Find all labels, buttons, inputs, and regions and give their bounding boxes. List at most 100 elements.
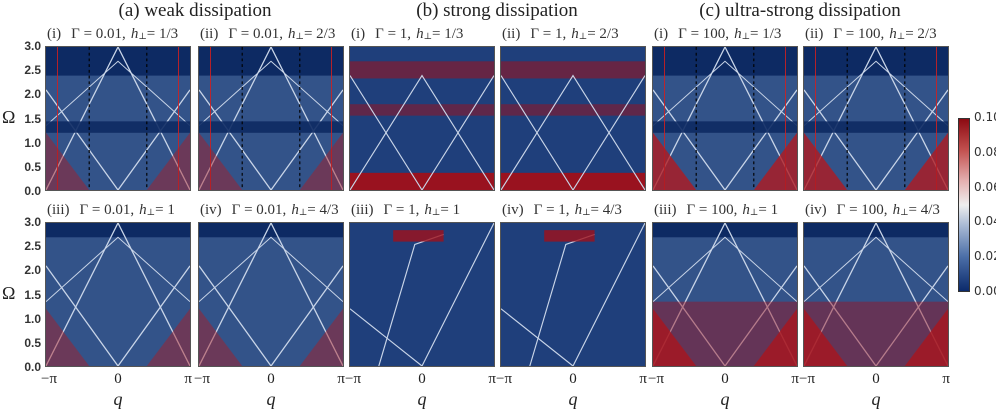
dispersion-curve bbox=[804, 60, 948, 127]
group-title: (a) weak dissipation bbox=[118, 0, 272, 21]
gamma-label: Γ = 100, bbox=[686, 202, 738, 218]
h-value: = 1/3 bbox=[146, 26, 179, 42]
x-tick-label: 0 bbox=[267, 371, 275, 387]
heatmap-fill bbox=[501, 223, 645, 366]
heatmap-panel bbox=[45, 46, 191, 191]
y-tick-label: 1.0 bbox=[24, 135, 41, 150]
y-tick-label: 1.5 bbox=[24, 111, 41, 126]
panel-index: (ii) bbox=[200, 26, 219, 42]
dispersion-curve bbox=[501, 74, 645, 190]
x-tick-label: −π bbox=[496, 371, 513, 387]
heatmap-panel bbox=[803, 46, 949, 191]
colorbar-tick-label: 0.04 bbox=[974, 214, 996, 229]
h-value: = 1 bbox=[440, 202, 461, 218]
colorbar-tick-label: 0.06 bbox=[974, 179, 996, 194]
dispersion-curve bbox=[501, 75, 645, 190]
group-title: (b) strong dissipation bbox=[416, 0, 578, 21]
colorbar-tick-label: 0.02 bbox=[974, 249, 996, 264]
heatmap-red-band bbox=[350, 61, 494, 79]
colorbar-tick-label: 0.10 bbox=[974, 110, 996, 124]
red-region bbox=[804, 308, 848, 366]
h-value: = 4/3 bbox=[307, 202, 339, 218]
heatmap-svg bbox=[199, 47, 343, 190]
heatmap-gap bbox=[199, 121, 343, 133]
h-value: = 4/3 bbox=[908, 202, 940, 218]
dispersion-curve bbox=[653, 223, 797, 366]
dispersion-curve bbox=[199, 236, 343, 303]
h-value: = 4/3 bbox=[590, 202, 622, 218]
x-tick-label: π bbox=[337, 371, 345, 387]
h-symbol: h bbox=[130, 26, 139, 42]
x-axis-label: q bbox=[568, 389, 578, 409]
h-subscript: ⊥ bbox=[295, 31, 304, 41]
heatmap-panel bbox=[500, 222, 646, 367]
heatmap-gap bbox=[653, 121, 797, 133]
panel-index: (iii) bbox=[351, 202, 374, 218]
dispersion-curve bbox=[350, 75, 494, 190]
h-value: = 2/3 bbox=[905, 26, 937, 42]
gamma-label: Γ = 1, bbox=[375, 26, 412, 42]
panel-index: (i) bbox=[351, 26, 366, 42]
y-tick-label: 1.5 bbox=[24, 287, 41, 302]
panel-label: (iv) Γ = 100, h⊥= 4/3 bbox=[805, 202, 940, 219]
dispersion-curve bbox=[199, 265, 343, 366]
heatmap-gap bbox=[804, 121, 948, 133]
gamma-label: Γ = 1, bbox=[533, 202, 570, 218]
y-axis-label: Ω bbox=[2, 106, 16, 127]
heatmap-svg bbox=[46, 223, 190, 366]
heatmap-panel bbox=[198, 46, 344, 191]
x-tick-label: π bbox=[639, 371, 647, 387]
h-subscript: ⊥ bbox=[138, 31, 147, 41]
dispersion-curve bbox=[804, 236, 948, 303]
heatmap-red-band bbox=[393, 230, 444, 242]
dispersion-curve bbox=[199, 47, 343, 190]
x-tick-label: −π bbox=[799, 371, 816, 387]
x-tick-label: π bbox=[184, 371, 192, 387]
h-symbol: h bbox=[571, 26, 579, 42]
heatmap-gap bbox=[46, 121, 190, 133]
dispersion-curve bbox=[804, 223, 948, 366]
gamma-label: Γ = 0.01, bbox=[71, 26, 126, 42]
heatmap-panel bbox=[652, 46, 798, 191]
gamma-label: Γ = 100, bbox=[833, 26, 885, 42]
heatmap-svg bbox=[350, 223, 494, 366]
panel-label: (iv) Γ = 0.01, h⊥= 4/3 bbox=[200, 202, 339, 219]
panel-index: (ii) bbox=[502, 26, 521, 42]
x-tick-label: 0 bbox=[418, 371, 426, 387]
x-tick-label: −π bbox=[648, 371, 665, 387]
red-region bbox=[653, 308, 697, 366]
heatmap-fill bbox=[46, 237, 190, 366]
y-tick-label: 0.0 bbox=[24, 184, 41, 198]
gamma-label: Γ = 0.01, bbox=[231, 202, 287, 218]
heatmap-panel bbox=[349, 222, 495, 367]
panel-index: (iv) bbox=[502, 202, 524, 218]
x-axis-label: q bbox=[266, 389, 276, 409]
heatmap-fill bbox=[199, 237, 343, 366]
heatmap-panel bbox=[349, 46, 495, 191]
dispersion-curve bbox=[46, 265, 190, 366]
y-tick-label: 0.5 bbox=[24, 335, 41, 350]
dispersion-curve bbox=[804, 265, 948, 366]
red-region bbox=[199, 308, 243, 366]
x-tick-label: π bbox=[488, 371, 496, 387]
panel-label: (iii) Γ = 100, h⊥= 1 bbox=[654, 202, 778, 219]
heatmap-panel bbox=[652, 222, 798, 367]
y-tick-label: 2.5 bbox=[24, 239, 41, 254]
red-region bbox=[299, 132, 343, 190]
x-tick-label: −π bbox=[194, 371, 211, 387]
x-tick-label: −π bbox=[41, 371, 58, 387]
y-tick-label: 3.0 bbox=[24, 215, 41, 229]
heatmap-svg bbox=[501, 47, 645, 190]
h-symbol: h bbox=[734, 26, 742, 42]
h-value: = 1/3 bbox=[750, 26, 782, 42]
h-symbol: h bbox=[424, 202, 432, 218]
heatmap-panel bbox=[198, 222, 344, 367]
colorbar-tick-label: 0.00 bbox=[974, 284, 996, 298]
panel-index: (i) bbox=[47, 26, 62, 42]
heatmap-svg bbox=[804, 47, 948, 190]
h-symbol: h bbox=[574, 202, 583, 218]
h-subscript: ⊥ bbox=[578, 31, 588, 41]
panel-index: (iv) bbox=[200, 202, 222, 218]
panel-label: (i) Γ = 100, h⊥= 1/3 bbox=[654, 26, 781, 43]
